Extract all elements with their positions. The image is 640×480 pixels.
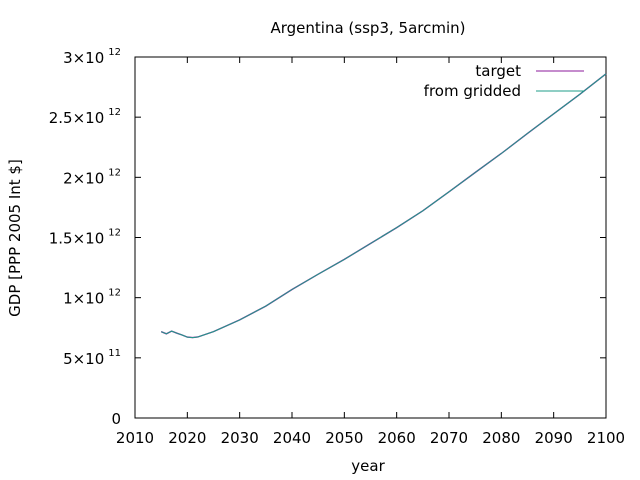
x-tick-label: 2030 bbox=[221, 429, 259, 447]
x-axis: 2010 2020 2030 2040 2050 2060 2070 2080 2090 2100 bbox=[116, 57, 625, 447]
series-line-from-gridded bbox=[161, 73, 607, 339]
x-tick-label: 2060 bbox=[378, 429, 416, 447]
y-tick-exponent: 12 bbox=[108, 47, 121, 58]
y-tick-exponent: 12 bbox=[108, 228, 121, 239]
y-tick-label: 1.5×10 12 bbox=[49, 228, 121, 248]
legend-label: from gridded bbox=[424, 82, 521, 100]
x-tick-label: 2050 bbox=[325, 429, 363, 447]
y-axis-label: GDP [PPP 2005 Int $] bbox=[6, 159, 24, 317]
y-tick-label: 5×10 11 bbox=[63, 348, 121, 368]
x-tick-label: 2080 bbox=[482, 429, 520, 447]
x-tick-label: 2100 bbox=[587, 429, 625, 447]
y-tick-exponent: 11 bbox=[108, 348, 121, 359]
y-tick-mantissa: 5×10 bbox=[63, 350, 104, 368]
y-tick-mantissa: 2.5×10 bbox=[49, 109, 105, 127]
y-tick-label: 3×10 12 bbox=[63, 47, 121, 67]
series-line-target bbox=[160, 73, 607, 339]
plot-frame bbox=[134, 56, 607, 419]
y-tick-mantissa: 2×10 bbox=[63, 169, 104, 187]
x-tick-label: 2040 bbox=[273, 429, 311, 447]
y-tick-mantissa: 3×10 bbox=[63, 49, 104, 67]
series-lines bbox=[160, 73, 607, 339]
y-tick-label: 2.5×10 12 bbox=[49, 107, 121, 127]
y-tick-label: 0 bbox=[111, 410, 121, 428]
y-tick-label: 2×10 12 bbox=[63, 167, 121, 187]
y-tick-exponent: 12 bbox=[108, 288, 121, 299]
x-tick-label: 2090 bbox=[535, 429, 573, 447]
y-tick-mantissa: 1×10 bbox=[63, 290, 104, 308]
y-tick-mantissa: 1.5×10 bbox=[49, 230, 105, 248]
legend: target from gridded bbox=[424, 62, 584, 100]
y-tick-mantissa: 0 bbox=[111, 410, 121, 428]
x-tick-label: 2070 bbox=[430, 429, 468, 447]
y-tick-exponent: 12 bbox=[108, 107, 121, 118]
y-tick-label: 1×10 12 bbox=[63, 288, 121, 308]
legend-label: target bbox=[475, 62, 521, 80]
x-axis-label: year bbox=[351, 457, 385, 475]
y-axis: 05×10 111×10 121.5×10 122×10 122.5×10 123×10 1… bbox=[49, 47, 606, 428]
x-tick-label: 2010 bbox=[116, 429, 154, 447]
y-tick-exponent: 12 bbox=[108, 167, 121, 178]
x-tick-label: 2020 bbox=[168, 429, 206, 447]
chart-title: Argentina (ssp3, 5arcmin) bbox=[271, 19, 466, 37]
